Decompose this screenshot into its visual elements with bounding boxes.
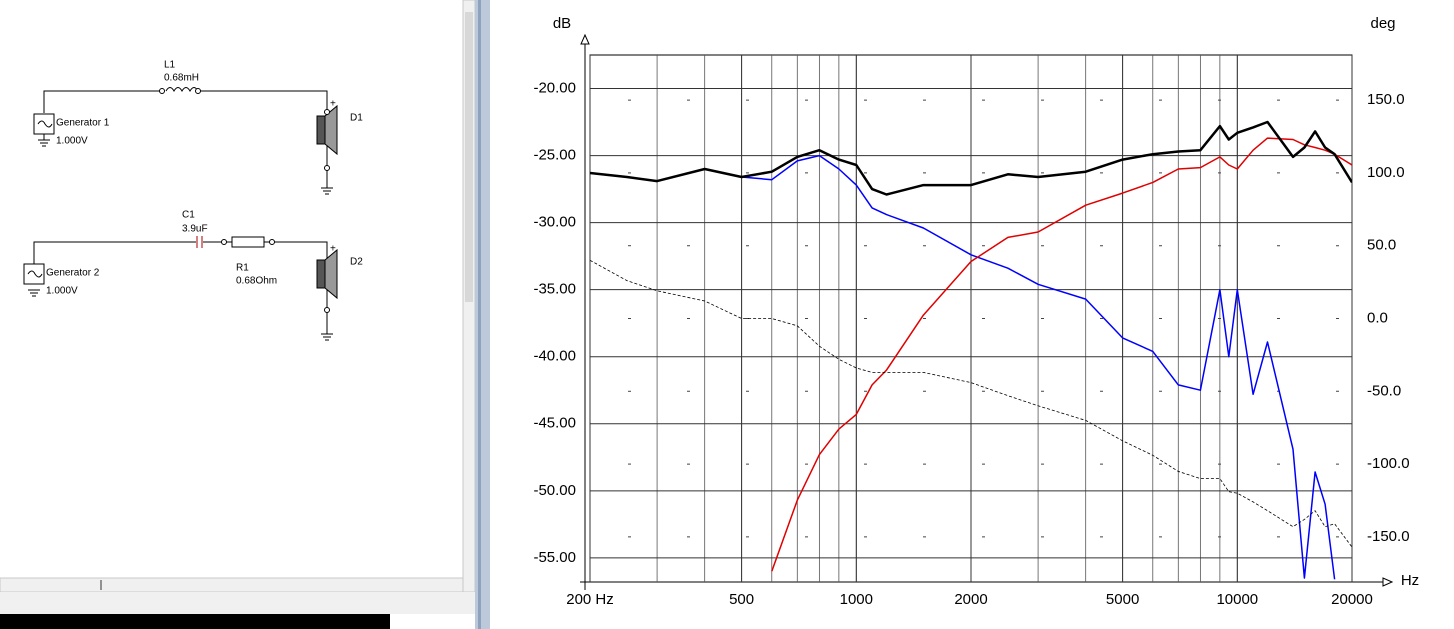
capacitor [196, 236, 203, 248]
ground [321, 333, 333, 341]
wire [198, 90, 328, 112]
y-tick-label: -30.00 [533, 214, 576, 231]
x-tick-label: 2000 [954, 591, 987, 608]
pin [324, 307, 330, 313]
speaker [316, 259, 326, 289]
ground [38, 139, 50, 147]
x-tick-label: 1000 [840, 591, 873, 608]
sine [37, 120, 53, 128]
series-line [771, 137, 1352, 572]
component-value: 3.9uF [182, 224, 208, 235]
scroll-thumb[interactable] [465, 12, 473, 302]
splitter[interactable] [475, 0, 490, 629]
series-line [590, 154, 1336, 580]
pin [269, 239, 275, 245]
component-name: L1 [164, 60, 176, 71]
y2-tick-label: 0.0 [1367, 309, 1388, 326]
sine [27, 270, 43, 278]
chart: dB deg Hz 200 Hz 500 1000 2000 5000 10000 2000… [533, 15, 1419, 608]
y2-axis-label: deg [1370, 15, 1395, 32]
schematic-canvas [0, 0, 463, 578]
y2-tick-label: -50.0 [1367, 382, 1401, 399]
component-value: 0.68mH [164, 73, 199, 84]
horizontal-scrollbar[interactable] [0, 577, 464, 593]
x-tick-label: 5000 [1106, 591, 1139, 608]
speaker-cone [324, 248, 338, 300]
x-tick-label: 500 [729, 591, 754, 608]
series-line [590, 259, 1352, 548]
polarity: + [330, 99, 336, 110]
y2-tick-label: -150.0 [1367, 528, 1410, 545]
y2-tick-label: 100.0 [1367, 164, 1405, 181]
y-axis-label: dB [553, 15, 571, 32]
component-name: D1 [350, 113, 363, 124]
y-tick-label: -50.00 [533, 482, 576, 499]
series-line [590, 120, 1352, 196]
wire [33, 241, 196, 264]
component-name: Generator 2 [46, 268, 100, 279]
status-area [0, 592, 475, 614]
component-name: D2 [350, 257, 363, 268]
ground [321, 187, 333, 195]
y2-tick-label: 50.0 [1367, 237, 1396, 254]
y-tick-label: -35.00 [533, 281, 576, 298]
x-axis-label: Hz [1401, 572, 1419, 589]
x-tick-label: 10000 [1216, 591, 1258, 608]
component-name: Generator 1 [56, 118, 110, 129]
component-name: R1 [236, 263, 249, 274]
x-tick-label: 200 Hz [566, 591, 614, 608]
y2-tick-label: 150.0 [1367, 91, 1405, 108]
y-tick-label: -45.00 [533, 415, 576, 432]
inductor [165, 87, 199, 93]
component-value: 0.68Ohm [236, 276, 277, 287]
wire [264, 241, 328, 258]
component-value: 1.000V [56, 136, 88, 147]
pin [324, 109, 330, 115]
pin [324, 165, 330, 171]
ground [28, 289, 40, 297]
y-tick-label: -25.00 [533, 147, 576, 164]
pin [159, 88, 165, 94]
component-name: C1 [182, 210, 195, 221]
pin [221, 239, 227, 245]
speaker [316, 115, 326, 145]
axis-arrow [1382, 577, 1394, 587]
splitter-edge [478, 0, 481, 629]
taskbar-strip [0, 614, 390, 629]
speaker-cone [324, 104, 338, 156]
y2-tick-label: -100.0 [1367, 455, 1410, 472]
generator [23, 263, 45, 285]
schematic: + + [23, 87, 338, 341]
wire [43, 90, 160, 113]
x-tick-label: 20000 [1331, 591, 1373, 608]
y-tick-label: -20.00 [533, 79, 576, 96]
axis-arrow [580, 33, 590, 45]
y-tick-label: -40.00 [533, 348, 576, 365]
y-tick-label: -55.00 [533, 549, 576, 566]
polarity: + [330, 244, 336, 255]
pin [195, 88, 201, 94]
component-value: 1.000V [46, 286, 78, 297]
